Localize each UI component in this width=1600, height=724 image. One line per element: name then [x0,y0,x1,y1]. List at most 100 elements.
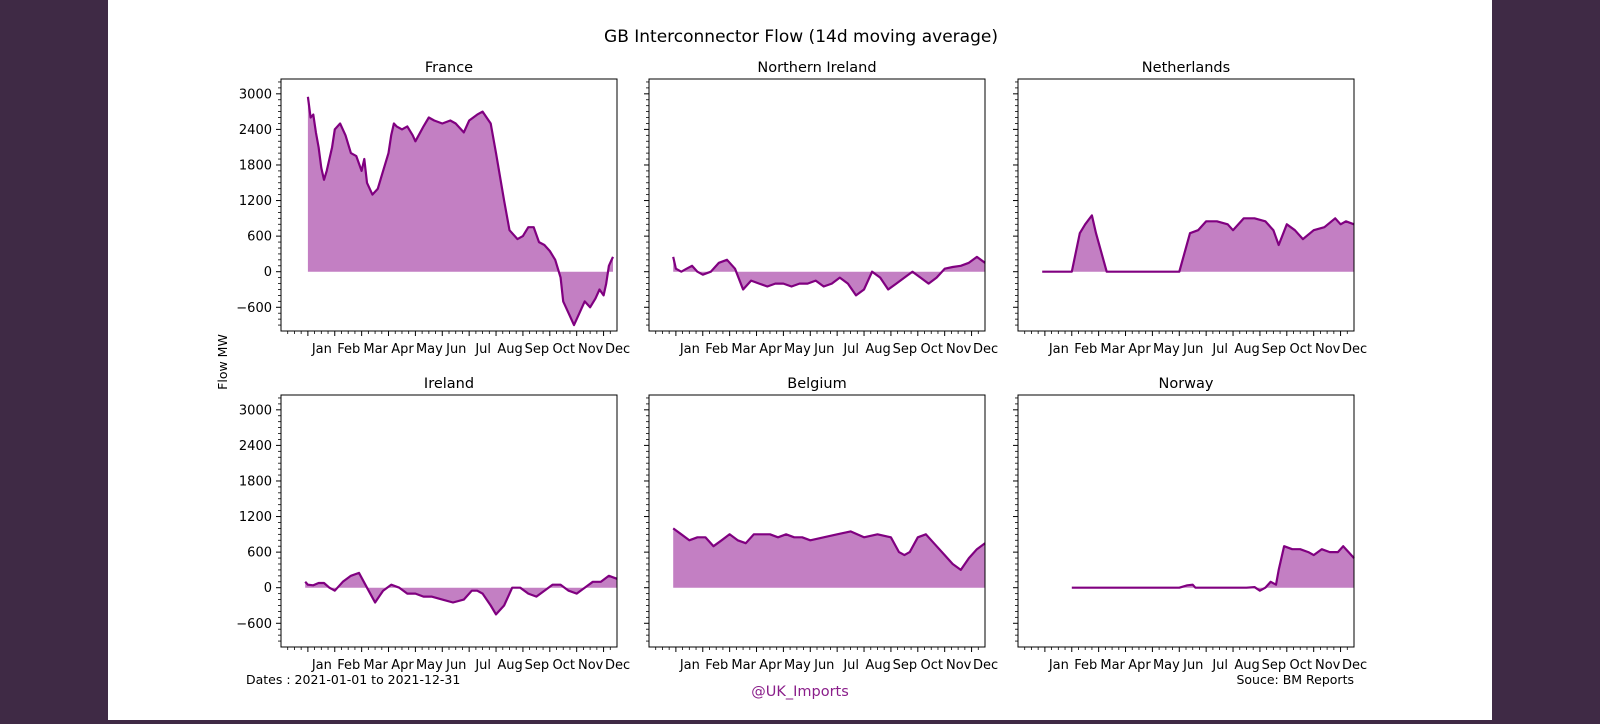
y-tick-label: 1200 [239,510,272,525]
x-tick-label: Feb [1074,658,1097,673]
area-fill-norway [1071,546,1354,591]
x-tick-label: Dec [1342,658,1367,673]
dates-note: Dates : 2021-01-01 to 2021-12-31 [246,672,460,687]
series-line-france [306,96,614,327]
x-tick-label: Aug [497,658,522,673]
area-fill-netherlands [1042,215,1354,272]
x-tick-label: Oct [921,658,943,673]
area-fill-ireland [305,572,617,615]
x-tick-label: Sep [525,658,550,673]
x-tick-label: Nov [578,658,604,673]
y-tick-label: 600 [247,546,272,561]
x-tick-label: May [416,658,443,673]
y-axis-label: Flow MW [215,334,230,390]
x-tick-label: Aug [865,658,890,673]
figure-canvas: GB Interconnector Flow (14d moving avera… [108,0,1492,720]
x-tick-label: Dec [605,658,630,673]
panel-title-norway: Norway [1158,376,1213,392]
y-tick-label: 1800 [239,158,272,173]
x-tick-label: Aug [497,342,522,357]
axes-frame-netherlands [1017,78,1355,332]
x-tick-label: Oct [553,342,575,357]
x-tick-label: Mar [731,342,756,357]
x-tick-label: Sep [893,342,918,357]
area-fill-france [307,96,613,326]
axes-frame-belgium [648,394,986,648]
x-tick-label: Mar [363,342,388,357]
axes-frame-ireland [280,394,618,648]
panel-norway: Norway Jan Feb Mar Apr May Jun Jul Aug Sep Oct Nov D… [1013,376,1367,673]
y-tick-label: 1800 [239,474,272,489]
x-tick-label: May [784,658,811,673]
x-tick-label: Jan [1048,658,1069,673]
x-tick-label: Nov [1315,342,1341,357]
panel-belgium: Belgium Jan Feb Mar Apr May Jun Jul Aug Sep Oct Nov… [644,376,998,673]
x-tick-label: Dec [973,658,998,673]
x-tick-label: Jul [1211,658,1228,673]
y-tick-label: 3000 [239,403,272,418]
y-tick-label: 1200 [239,194,272,209]
x-tick-label: Oct [553,658,575,673]
x-tick-label: Oct [1290,658,1312,673]
x-tick-label: Nov [946,658,972,673]
x-tick-label: Apr [1128,342,1151,357]
x-tick-label: Jun [813,342,834,357]
panel-title-netherlands: Netherlands [1142,60,1230,76]
x-tick-label: Apr [1128,658,1151,673]
credit-handle[interactable]: @UK_Imports [751,684,849,700]
x-tick-label: Dec [605,342,630,357]
axes-frame-northern-ireland [648,78,986,332]
x-tick-label: Jan [679,342,700,357]
x-tick-label: Feb [705,342,728,357]
series-line-netherlands [1042,214,1355,273]
y-tick-label: −600 [236,617,272,632]
series-line-ireland [304,571,618,616]
x-tick-label: Apr [391,658,414,673]
x-tick-label: Dec [1342,342,1367,357]
x-tick-label: Mar [1100,658,1125,673]
x-tick-label: Aug [1234,342,1259,357]
panel-title-belgium: Belgium [787,376,846,392]
series-line-belgium [672,527,986,572]
x-tick-label: Jan [679,658,700,673]
x-tick-label: Apr [759,658,782,673]
x-tick-label: May [1153,342,1180,357]
x-tick-label: Jul [474,658,491,673]
x-tick-label: May [416,342,443,357]
series-line-northern-ireland [672,255,986,297]
y-tick-label: 600 [247,230,272,245]
x-tick-label: Oct [921,342,943,357]
x-tick-label: Aug [1234,658,1259,673]
x-tick-label: Nov [946,342,972,357]
panel-netherlands: Netherlands Jan Feb Mar Apr May Jun Jul Aug Sep Oc… [1013,60,1367,357]
panel-title-ireland: Ireland [424,376,474,392]
x-tick-label: Sep [525,342,550,357]
x-tick-label: Jan [1048,342,1069,357]
x-tick-label: Jun [445,342,466,357]
panel-ireland: Ireland −600 0 600 1200 1800 2400 3000 Jan Feb Mar… [236,376,630,673]
y-tick-label: 0 [264,581,272,596]
y-tick-label: −600 [236,301,272,316]
axes-frame-norway [1017,394,1355,648]
x-tick-label: Dec [973,342,998,357]
source-note: Souce: BM Reports [1236,672,1354,687]
y-tick-label: 3000 [239,87,272,102]
x-tick-label: Mar [1100,342,1125,357]
x-tick-label: Jul [1211,342,1228,357]
x-tick-label: Feb [1074,342,1097,357]
area-fill-northern-ireland [673,256,985,296]
x-tick-label: Aug [865,342,890,357]
x-tick-label: Jun [445,658,466,673]
x-tick-label: Apr [759,342,782,357]
x-tick-label: Apr [391,342,414,357]
x-tick-label: Feb [337,342,360,357]
panel-title-northern-ireland: Northern Ireland [757,60,876,76]
x-tick-label: Sep [1262,658,1287,673]
x-tick-label: Jul [842,342,859,357]
x-tick-label: Jun [813,658,834,673]
x-tick-label: Sep [1262,342,1287,357]
x-tick-label: Jan [311,342,332,357]
x-tick-label: Jul [474,342,491,357]
x-tick-label: Jun [1182,342,1203,357]
